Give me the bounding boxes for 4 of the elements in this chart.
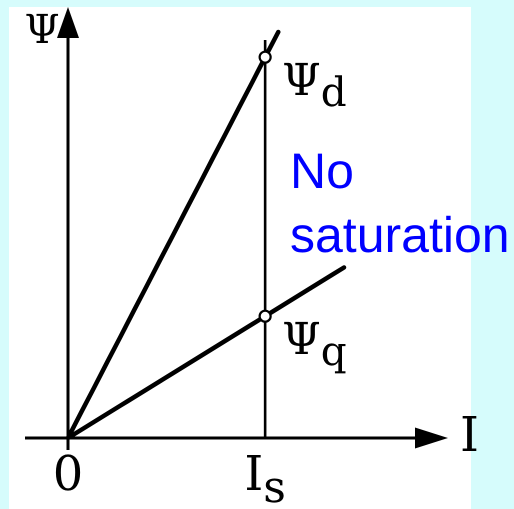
x-tick-label: 0 bbox=[52, 446, 84, 502]
y-axis-title: Ψ bbox=[24, 7, 60, 53]
annotation: No saturation bbox=[290, 143, 510, 263]
x-axis-title: I bbox=[460, 407, 479, 463]
